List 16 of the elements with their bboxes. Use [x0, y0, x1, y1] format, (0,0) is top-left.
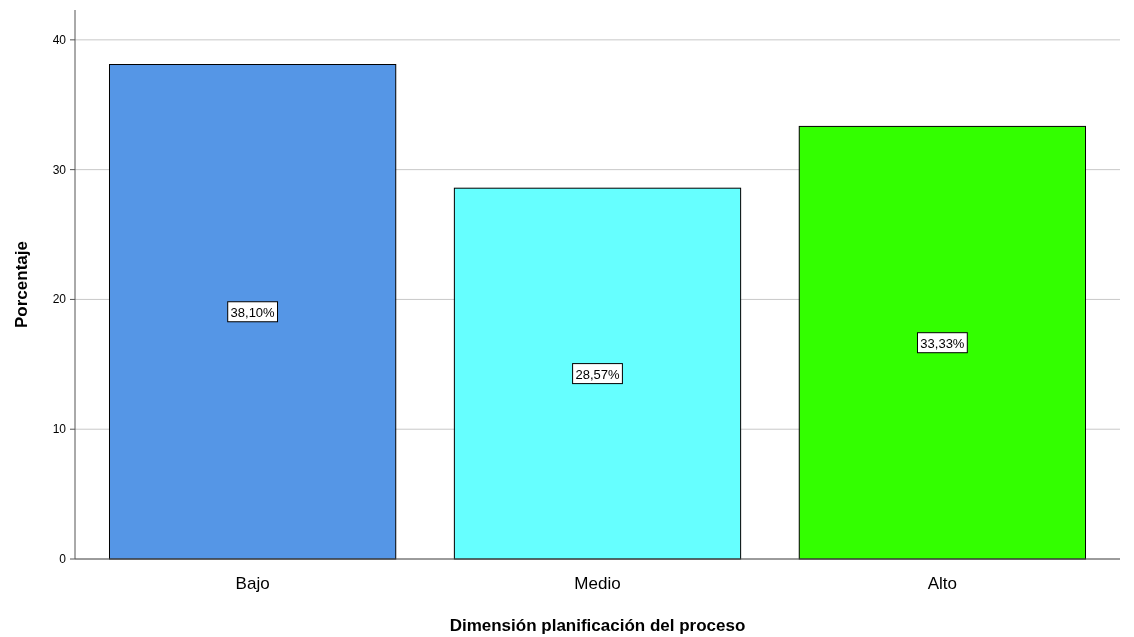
x-axis-title: Dimensión planificación del proceso	[449, 616, 746, 635]
bar	[798, 125, 1087, 560]
y-axis-title: Porcentaje	[12, 241, 31, 328]
x-tick-label: Medio	[574, 574, 621, 593]
x-tick-label: Bajo	[235, 574, 270, 593]
y-tick-label: 10	[52, 422, 67, 437]
y-tick-label: 40	[52, 32, 67, 47]
data-label: 38,10%	[230, 304, 276, 320]
data-label: 28,57%	[575, 366, 620, 382]
data-label: 33,33%	[920, 335, 965, 351]
y-tick-label: 30	[52, 162, 67, 177]
bar	[108, 64, 397, 560]
bar	[453, 187, 742, 560]
x-tick-label: Alto	[927, 574, 958, 593]
y-tick-label: 0	[59, 552, 67, 566]
y-tick-label: 20	[52, 292, 67, 307]
